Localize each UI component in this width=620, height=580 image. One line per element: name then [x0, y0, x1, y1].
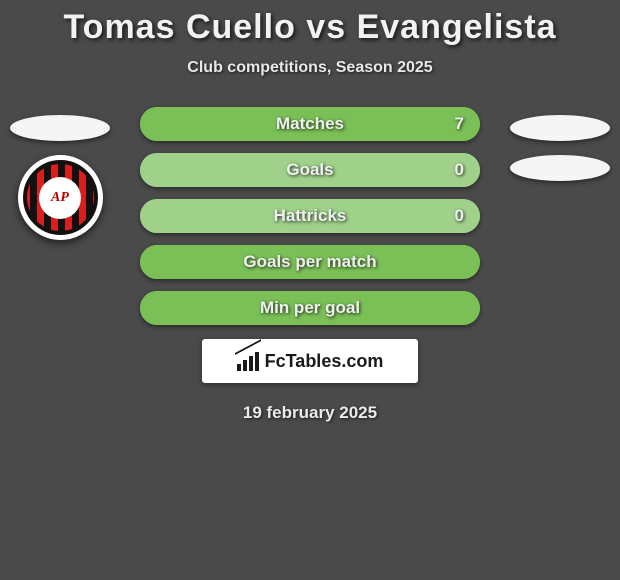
stat-value-right: 7 [455, 114, 464, 134]
stats-list: Matches 7 Goals 0 Hattricks 0 Goals per match M… [120, 107, 500, 325]
subtitle: Club competitions, Season 2025 [187, 59, 432, 77]
chart-icon [237, 351, 259, 371]
stat-row: Goals 0 [140, 153, 480, 187]
stat-label: Hattricks [274, 206, 347, 226]
player1-placeholder-icon [10, 115, 110, 141]
stat-row: Min per goal [140, 291, 480, 325]
vs-label: vs [306, 8, 346, 46]
branding-text: FcTables.com [265, 351, 384, 372]
club2-placeholder-icon [510, 155, 610, 181]
stat-label: Matches [276, 114, 344, 134]
stat-label: Goals per match [243, 252, 376, 272]
club-badge-atletico-pr-icon: AP [18, 155, 103, 240]
player2-name: Evangelista [357, 8, 557, 46]
stat-row: Goals per match [140, 245, 480, 279]
player1-name: Tomas Cuello [63, 8, 295, 46]
stat-row: Hattricks 0 [140, 199, 480, 233]
left-column: AP [0, 107, 120, 240]
stat-label: Min per goal [260, 298, 360, 318]
comparison-title: Tomas Cuello vs Evangelista [63, 8, 556, 47]
stat-label: Goals [286, 160, 333, 180]
club-badge-inner: AP [39, 177, 81, 219]
body-grid: AP Matches 7 Goals 0 Hattricks 0 Goals per mat… [0, 107, 620, 325]
comparison-card: Tomas Cuello vs Evangelista Club competi… [0, 0, 620, 580]
stat-value-right: 0 [455, 206, 464, 226]
player2-placeholder-icon [510, 115, 610, 141]
stat-row: Matches 7 [140, 107, 480, 141]
right-column [500, 107, 620, 181]
branding-badge: FcTables.com [202, 339, 418, 383]
date-label: 19 february 2025 [243, 403, 377, 423]
stat-value-right: 0 [455, 160, 464, 180]
